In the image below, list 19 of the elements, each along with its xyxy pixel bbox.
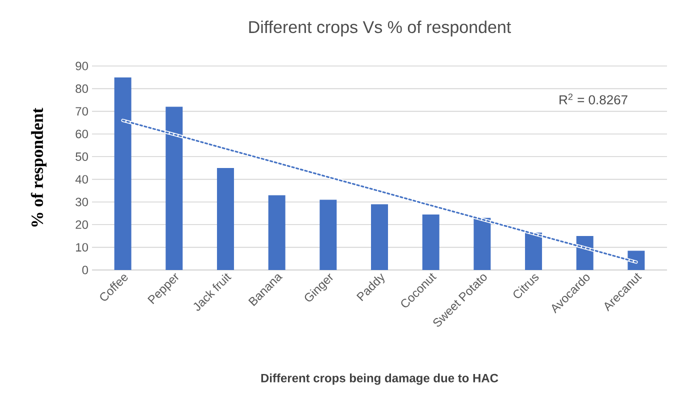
y-tick-label: 90 — [76, 62, 88, 70]
chart-title: Different crops Vs % of respondent — [249, 20, 511, 36]
bar — [216, 168, 234, 270]
bar — [320, 200, 337, 270]
y-tick-label: 10 — [76, 243, 88, 252]
bar — [371, 204, 388, 270]
y-tick-label: 60 — [76, 130, 88, 138]
y-tick-label: 20 — [76, 220, 88, 229]
y-tick-label: 50 — [76, 152, 88, 161]
y-axis-title: % of respondent — [30, 108, 46, 227]
y-tick-label: 40 — [75, 175, 88, 184]
y-tick-label: 80 — [76, 84, 88, 93]
bar — [422, 214, 440, 270]
y-tick-label: 70 — [76, 107, 88, 116]
x-axis-title: Different crops being damage due to HAC — [261, 374, 498, 385]
y-tick-label: 30 — [76, 198, 88, 206]
annotation: R$^{2}$ = 0.8267 — [560, 94, 628, 104]
y-tick-label: 0 — [82, 266, 88, 274]
bar — [268, 195, 286, 270]
